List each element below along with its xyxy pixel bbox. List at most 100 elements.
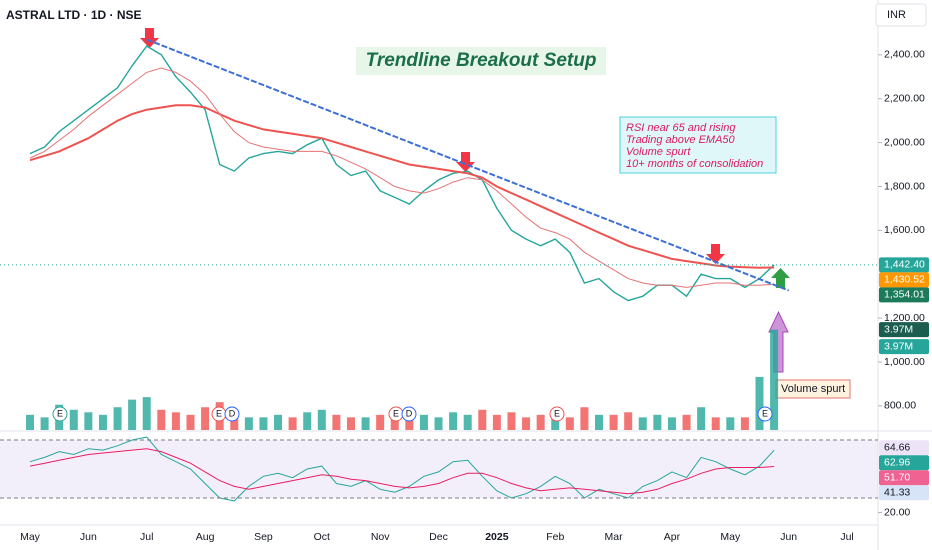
price-tag <box>879 440 929 456</box>
y-tick-label: 800.00 <box>884 400 916 412</box>
y-tick-label: 2,200.00 <box>884 93 925 105</box>
event-label[interactable]: E <box>57 408 63 418</box>
volume-bar <box>84 412 93 430</box>
volume-bar <box>274 414 283 430</box>
volume-bar <box>609 414 618 430</box>
y-tick-label: 1,200.00 <box>884 312 925 324</box>
volume-bar <box>390 417 399 430</box>
volume-bar <box>449 412 458 430</box>
series-line <box>146 38 790 292</box>
x-tick-label: Jul <box>840 531 853 543</box>
x-tick-label: Jun <box>80 531 97 543</box>
y-tick-label: 1,600.00 <box>884 224 925 236</box>
price-tag <box>879 322 929 338</box>
x-tick-label: Apr <box>664 531 681 543</box>
x-tick-label: 2025 <box>485 531 509 543</box>
volume-bar <box>478 409 487 430</box>
volume-bar <box>653 414 662 430</box>
y-tick-label: 2,000.00 <box>884 136 925 148</box>
price-tag-label: 1,442.40 <box>884 259 925 271</box>
y-tick-label: 2,400.00 <box>884 49 925 61</box>
price-tag <box>879 257 929 273</box>
price-tag-label: 3.97M <box>884 323 913 335</box>
volume-bar <box>595 414 604 430</box>
volume-bar <box>463 414 472 430</box>
volume-bar <box>697 407 706 430</box>
currency-box[interactable] <box>875 3 927 27</box>
x-tick-label: Oct <box>314 531 330 543</box>
event-label[interactable]: E <box>216 408 222 418</box>
series-line <box>29 448 775 495</box>
price-tag <box>879 339 929 355</box>
event-label[interactable]: E <box>393 408 399 418</box>
x-tick-label: Feb <box>546 531 564 543</box>
event-label[interactable]: E <box>554 408 560 418</box>
volume-bar <box>186 414 195 430</box>
volume-bar <box>317 409 326 430</box>
series-line <box>29 67 775 288</box>
x-tick-label: Sep <box>254 531 273 543</box>
up-arrow <box>771 268 790 288</box>
volume-bar <box>332 414 341 430</box>
volume-bar <box>40 417 49 430</box>
price-tag-label: 1,354.01 <box>884 289 925 301</box>
price-tag-label: 64.66 <box>884 442 910 454</box>
volume-bar <box>288 417 297 430</box>
annotation-bg <box>356 47 606 75</box>
price-tag-label: 41.33 <box>884 487 910 499</box>
event-label[interactable]: D <box>229 408 236 418</box>
note: Volume spurt <box>626 146 691 158</box>
volume-bar <box>507 412 516 430</box>
note: 10+ months of consolidation <box>626 158 763 170</box>
note: Trading above EMA50 <box>626 134 736 146</box>
volume-bar <box>346 417 355 430</box>
y-tick-label: 1,800.00 <box>884 180 925 192</box>
x-tick-label: Aug <box>196 531 215 543</box>
volume-bar <box>492 414 501 430</box>
volume-bar <box>113 407 122 430</box>
events: E E D E D E E <box>52 406 773 422</box>
volume-bar <box>201 407 210 430</box>
volume-bar <box>419 414 428 430</box>
x-tick-label: May <box>720 531 741 543</box>
event-label[interactable]: D <box>406 408 413 418</box>
volume-bar <box>244 417 253 430</box>
event-label[interactable]: E <box>762 408 768 418</box>
event-icon[interactable] <box>757 406 773 422</box>
price-tag <box>879 287 929 303</box>
event-icon[interactable] <box>52 406 68 422</box>
series-line <box>29 45 775 302</box>
volume-bar <box>98 414 107 430</box>
volume-bar <box>565 417 574 430</box>
volume-bar <box>128 399 137 430</box>
volume-bar <box>580 407 589 430</box>
volume-bar <box>259 417 268 430</box>
volume-bar <box>69 409 78 430</box>
price-tag <box>879 272 929 288</box>
currency[interactable]: INR <box>887 9 906 21</box>
volume-bar <box>405 417 414 430</box>
volume-bar <box>434 417 443 430</box>
x-tick-label: Jul <box>140 531 153 543</box>
volume-bar <box>682 414 691 430</box>
volume-bar <box>157 409 166 430</box>
x-tick-label: Dec <box>429 531 448 543</box>
volume-bar <box>142 397 151 430</box>
volume-bar <box>171 412 180 430</box>
volume-bar <box>26 414 34 430</box>
volume-bar <box>667 417 676 430</box>
event-icon[interactable] <box>549 406 565 422</box>
x-tick-label: Nov <box>371 531 390 543</box>
volume-note: Volume spurt <box>781 383 845 395</box>
price-tag-label: 51.70 <box>884 472 910 484</box>
x-tick-label: May <box>20 531 41 543</box>
volume-bar <box>726 417 735 430</box>
volume-bar <box>740 417 749 430</box>
event-icon[interactable] <box>224 406 240 422</box>
price-tag-label: 62.96 <box>884 457 910 469</box>
series-line <box>29 104 775 269</box>
volume-bar <box>376 414 385 430</box>
volume-bar <box>711 417 720 430</box>
event-icon[interactable] <box>401 406 417 422</box>
